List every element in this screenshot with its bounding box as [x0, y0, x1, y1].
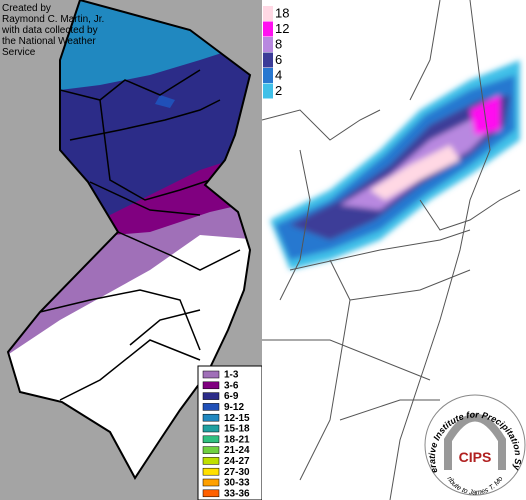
nj-outline: [6, 0, 252, 480]
legend-label: 18: [275, 5, 289, 20]
legend-swatch: [263, 83, 273, 99]
credit-line: with data collected by: [1, 25, 98, 36]
legend-label: 18-21: [224, 434, 250, 445]
legend-label: 6-9: [224, 391, 239, 402]
legend-swatch: [202, 392, 220, 400]
credit-line: the National Weather: [2, 36, 96, 47]
legend-swatch: [263, 52, 273, 68]
legend-label: 21-24: [224, 445, 250, 456]
legend-label: 1-3: [224, 370, 239, 381]
legend-label: 3-6: [224, 380, 239, 391]
credit-line: Raymond C. Martin, Jr.: [2, 14, 104, 25]
legend-swatch: [202, 370, 220, 379]
legend-label: 6: [275, 52, 282, 67]
legend-swatch: [202, 457, 220, 465]
legend-label: 2: [275, 83, 282, 98]
legend-swatch: [202, 446, 220, 454]
legend-swatch: [263, 68, 273, 83]
legend-label: 9-12: [224, 402, 244, 413]
region-boundaries: [261, 0, 521, 500]
legend-swatch: [202, 413, 220, 422]
credit-line: Service: [2, 47, 36, 58]
logo-arch: [444, 413, 506, 470]
legend-label: 12-15: [224, 413, 250, 424]
legend-swatch: [263, 37, 273, 52]
legend-swatch: [263, 6, 273, 21]
region-snowfall: [270, 60, 520, 270]
legend-label: 27-30: [224, 467, 250, 478]
logo-ring: [424, 394, 526, 496]
nj-legend: 1-33-66-99-1212-1515-1818-2121-2424-2727…: [202, 370, 250, 499]
legend-swatch: [202, 489, 220, 498]
legend-label: 8: [275, 36, 282, 51]
legend-label: 30-33: [224, 478, 250, 489]
logo-acronym: CIPS: [459, 449, 492, 465]
legend-swatch: [202, 424, 220, 433]
legend-swatch: [202, 467, 220, 476]
legend-swatch: [202, 403, 220, 411]
legend-swatch: [202, 478, 220, 487]
legend-label: 24-27: [224, 456, 250, 467]
legend-label: 12: [275, 21, 289, 36]
legend-label: 4: [275, 67, 282, 82]
legend-swatch: [202, 381, 220, 390]
legend-label: 33-36: [224, 488, 250, 499]
legend-swatch: [263, 21, 273, 37]
legend-label: 15-18: [224, 424, 250, 435]
legend-swatch: [202, 435, 220, 444]
credit-line: Created by: [2, 3, 51, 14]
